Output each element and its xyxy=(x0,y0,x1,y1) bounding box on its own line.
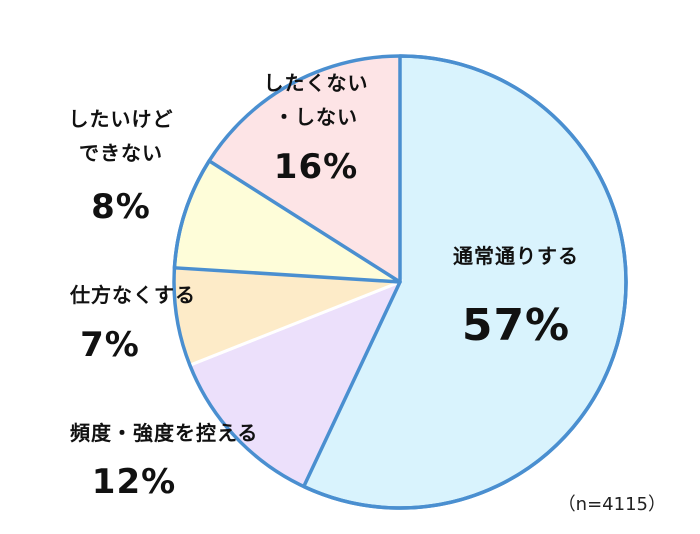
slice-value-3: 7% xyxy=(80,325,140,365)
slice-label-4-line-2: できない xyxy=(79,141,163,165)
slice-label-5-line-2: ・しない xyxy=(274,105,358,129)
slice-label-3-line-1: 仕方なくする xyxy=(69,283,196,307)
slice-label-1-line-1: 通常通りする xyxy=(453,244,579,268)
slice-label-2-line-1: 頻度・強度を控える xyxy=(70,421,258,445)
sample-size-note: （n=4115） xyxy=(557,494,666,515)
slice-value-5: 16% xyxy=(274,147,358,187)
pie-slice-1-highlight xyxy=(302,54,628,510)
slice-value-2: 12% xyxy=(92,462,176,502)
slice-label-4-line-1: したいけど xyxy=(69,107,174,131)
slice-label-5-line-1: したくない xyxy=(264,71,369,95)
slice-value-1: 57% xyxy=(462,300,570,351)
slice-value-4: 8% xyxy=(91,187,151,227)
pie-slice-4-highlight xyxy=(172,159,402,284)
